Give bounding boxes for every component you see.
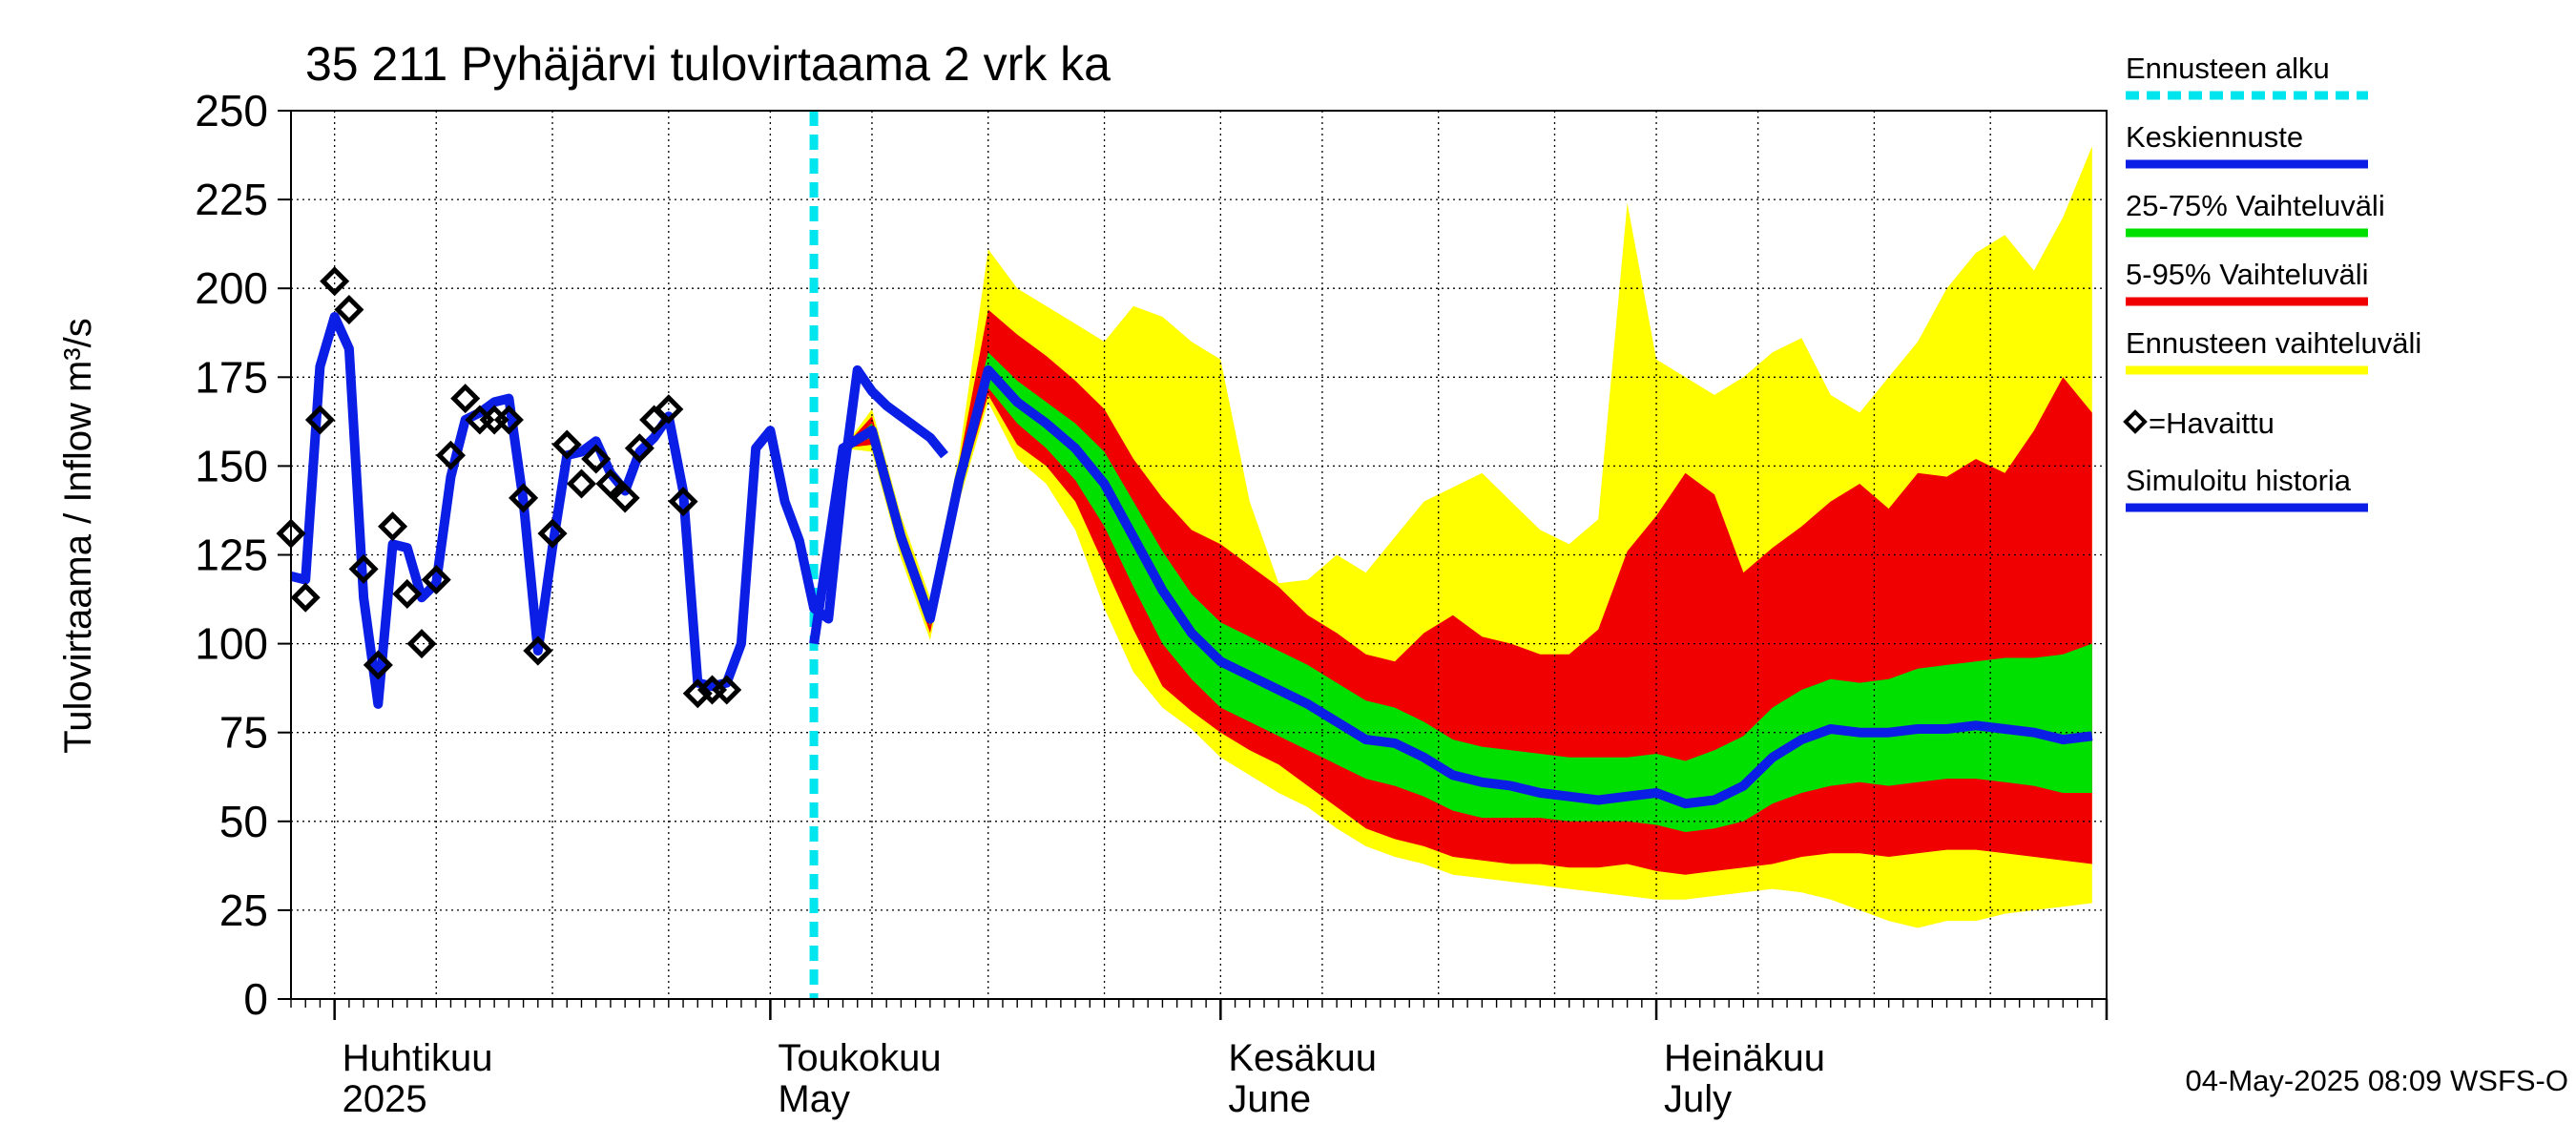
legend-label: 25-75% Vaihteluväli bbox=[2126, 189, 2385, 222]
observed-point bbox=[624, 433, 654, 464]
x-month-sublabel: May bbox=[778, 1078, 850, 1120]
y-tick-label: 125 bbox=[195, 531, 268, 580]
legend: Ennusteen alku Keskiennuste 25-75% Vaihtel… bbox=[2123, 52, 2421, 512]
observed-point bbox=[668, 487, 698, 517]
observed-point bbox=[712, 675, 742, 705]
observed-point bbox=[290, 582, 321, 613]
timestamp: 04-May-2025 08:09 WSFS-O bbox=[2186, 1064, 2568, 1097]
observed-point bbox=[509, 483, 539, 513]
x-month-label: Heinäkuu bbox=[1664, 1037, 1825, 1079]
observed-point bbox=[406, 629, 437, 659]
observed-point bbox=[348, 553, 379, 584]
y-tick-label: 50 bbox=[219, 797, 268, 846]
plot-area bbox=[276, 110, 2108, 1000]
forecast-bands bbox=[814, 146, 2092, 928]
observed-point bbox=[320, 266, 350, 297]
observed-point bbox=[334, 295, 364, 325]
x-month-sublabel: 2025 bbox=[343, 1078, 427, 1120]
observed-point bbox=[421, 565, 451, 595]
horizontal-gridlines bbox=[291, 198, 2107, 911]
observed-point bbox=[523, 635, 553, 666]
x-month-label: Kesäkuu bbox=[1228, 1037, 1377, 1079]
y-tick-label: 200 bbox=[195, 263, 268, 313]
y-axis: 0 25 50 75 100 125 150 175 200 225 250 bbox=[195, 86, 291, 1024]
observed-point bbox=[378, 511, 408, 542]
observed-point bbox=[581, 444, 612, 474]
band-25-75 bbox=[814, 352, 2092, 832]
observed-point bbox=[450, 384, 481, 414]
x-month-label: Huhtikuu bbox=[343, 1037, 493, 1079]
x-month-label: Toukokuu bbox=[778, 1037, 941, 1079]
legend-observed-marker bbox=[2123, 409, 2148, 434]
observed-point bbox=[595, 468, 626, 499]
observed-point bbox=[363, 650, 393, 680]
y-tick-label: 175 bbox=[195, 352, 268, 402]
observed-point bbox=[304, 405, 335, 435]
y-tick-label: 25 bbox=[219, 885, 268, 935]
observed-point bbox=[566, 468, 597, 499]
legend-label: Ennusteen alku bbox=[2126, 52, 2330, 85]
x-month-sublabel: July bbox=[1664, 1078, 1732, 1120]
median-forecast-line bbox=[809, 364, 2093, 809]
legend-label: Simuloitu historia bbox=[2126, 464, 2352, 497]
observed-point bbox=[610, 483, 640, 513]
observed-point bbox=[551, 429, 582, 460]
legend-label: =Havaittu bbox=[2149, 406, 2275, 440]
observed-point bbox=[682, 678, 713, 709]
y-tick-label: 250 bbox=[195, 86, 268, 135]
y-tick-label: 225 bbox=[195, 175, 268, 224]
chart-title: 35 211 Pyhäjärvi tulovirtaama 2 vrk ka bbox=[305, 37, 1111, 91]
observed-point bbox=[537, 518, 568, 549]
observed-point bbox=[392, 578, 423, 609]
y-tick-label: 0 bbox=[243, 974, 268, 1024]
observed-markers bbox=[276, 266, 742, 709]
y-axis-label: Tulovirtaama / Inflow m³/s bbox=[57, 318, 99, 753]
legend-label: 5-95% Vaihteluväli bbox=[2126, 258, 2368, 291]
y-tick-label: 75 bbox=[219, 708, 268, 758]
y-tick-label: 100 bbox=[195, 619, 268, 669]
observed-point bbox=[654, 394, 684, 425]
y-tick-label: 150 bbox=[195, 441, 268, 490]
x-month-sublabel: June bbox=[1228, 1078, 1311, 1120]
legend-label: Keskiennuste bbox=[2126, 120, 2303, 154]
observed-point bbox=[435, 440, 466, 470]
legend-label: Ennusteen vaihteluväli bbox=[2126, 326, 2421, 360]
observed-point bbox=[493, 405, 524, 435]
